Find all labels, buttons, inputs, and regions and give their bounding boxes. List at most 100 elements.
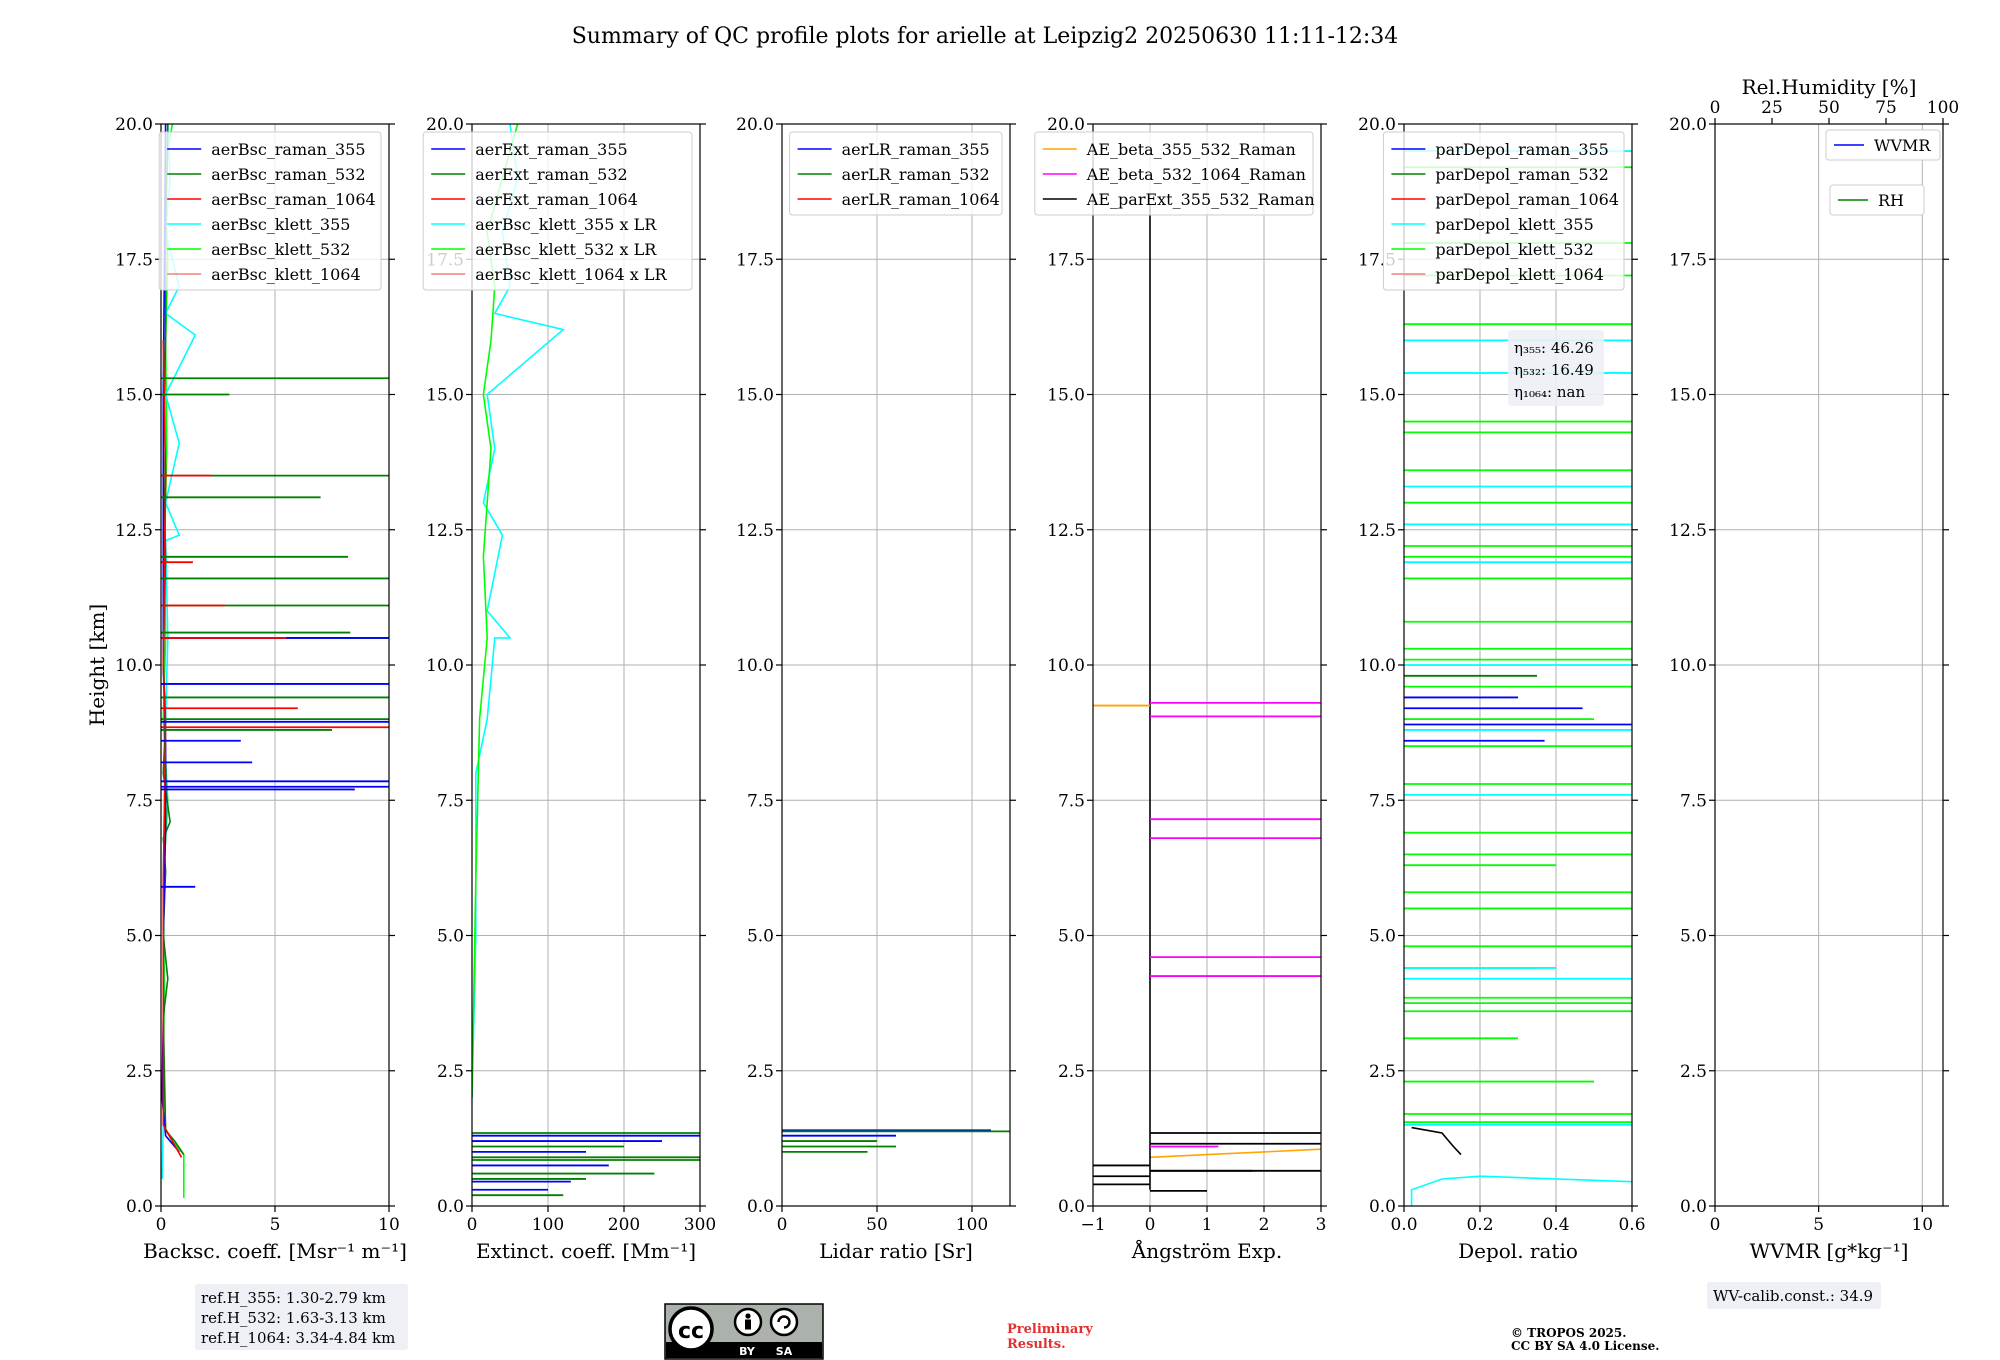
wvmr-ytick-label: 12.5 [1669, 521, 1707, 541]
wvmr-legend-box [1825, 129, 1941, 161]
wvmr-ytick-label: 17.5 [1669, 250, 1707, 270]
depol-legend: parDepol_raman_355 parDepol_raman_532 parD… [1382, 131, 1625, 291]
backscatter-ytick-label: 15.0 [115, 386, 153, 406]
depol-ytick-label: 20.0 [1358, 115, 1396, 135]
extinction-ytick-label: 5.0 [437, 927, 464, 947]
cc-logo-icon [668, 1306, 714, 1352]
lidar_ratio-legend-label: aerLR_raman_1064 [842, 190, 1000, 209]
lidar_ratio-ytick-label: 20.0 [736, 115, 774, 135]
lidar_ratio-ytick-label: 2.5 [747, 1062, 774, 1082]
angstrom-ytick-label: 10.0 [1047, 656, 1085, 676]
backscatter-ytick-label: 10.0 [115, 656, 153, 676]
backscatter-legend-label: aerBsc_raman_355 [211, 140, 365, 159]
depol-xtick-label: 0.2 [1466, 1215, 1493, 1235]
backscatter-legend-box [158, 131, 382, 291]
wv-calib-const: WV-calib.const.: 34.9 [1713, 1287, 1873, 1305]
lidar_ratio-xtick-label: 0 [777, 1215, 788, 1235]
angstrom-xlabel: Ångström Exp. [1131, 1238, 1282, 1263]
lidar_ratio-ytick-label: 5.0 [747, 927, 774, 947]
lidar_ratio-ytick-label: 7.5 [747, 791, 774, 811]
wvmr-ytick-label: 5.0 [1680, 927, 1707, 947]
wvmr-ytick-label: 10.0 [1669, 656, 1707, 676]
extinction-xtick-label: 0 [467, 1215, 478, 1235]
angstrom-ytick-label: 0.0 [1058, 1197, 1085, 1217]
depol-legend-label: parDepol_klett_355 [1435, 215, 1593, 234]
wvmr-grid [1714, 123, 1943, 1207]
extinction-xtick-label: 300 [684, 1215, 716, 1235]
depol-legend-box [1382, 131, 1625, 291]
lidar_ratio-ytick-label: 10.0 [736, 656, 774, 676]
depol-ytick-label: 12.5 [1358, 521, 1396, 541]
depol-eta-value: η₁₀₆₄: nan [1514, 383, 1585, 401]
figure-title: Summary of QC profile plots for arielle … [572, 24, 1399, 49]
angstrom-xtick-label: 3 [1316, 1215, 1327, 1235]
angstrom-legend: AE_beta_355_532_Raman AE_beta_532_1064_Ra… [1034, 131, 1315, 216]
angstrom-ytick-label: 2.5 [1058, 1062, 1085, 1082]
wvmr-legend-item: WVMR [1825, 129, 1941, 161]
extinction-ytick-label: 0.0 [437, 1197, 464, 1217]
extinction-xtick-label: 200 [608, 1215, 640, 1235]
depol-xtick-label: 0.0 [1390, 1215, 1417, 1235]
wvmr-xtick-label: 5 [1813, 1215, 1824, 1235]
lidar_ratio-legend-box [789, 131, 1003, 216]
copyright-line-1: © TROPOS 2025. [1511, 1326, 1626, 1340]
backscatter-xtick-label: 0 [156, 1215, 167, 1235]
extinction-ytick-label: 12.5 [426, 521, 464, 541]
lidar_ratio-grid [781, 123, 1010, 1207]
copyright-line-2: CC BY SA 4.0 License. [1511, 1339, 1659, 1353]
angstrom-ytick-label: 5.0 [1058, 927, 1085, 947]
by-label: BY [739, 1345, 756, 1358]
backscatter-xtick-label: 10 [378, 1215, 400, 1235]
angstrom-grid [1092, 123, 1322, 1207]
extinction-legend: aerExt_raman_355 aerExt_raman_532 aerExt_r… [422, 131, 693, 291]
panel-angstrom: 0.0 2.5 5.0 7.5 10.0 12.5 15.0 17.5 20.0 −1 0 1 2 3 Ån… [1034, 115, 1327, 1263]
lidar_ratio-legend: aerLR_raman_355 aerLR_raman_532 aerLR_rama… [789, 131, 1003, 216]
extinction-ytick-label: 20.0 [426, 115, 464, 135]
extinction-legend-label: aerExt_raman_532 [475, 165, 628, 184]
backscatter-legend-label: aerBsc_klett_1064 [211, 265, 360, 284]
depol-eta-value: η₅₃₂: 16.49 [1514, 361, 1594, 379]
backscatter-legend-label: aerBsc_klett_532 [211, 240, 350, 259]
panel-extinction: 0.02.55.07.510.012.515.017.520.001002003… [422, 115, 716, 1263]
panel-backscatter: 0.0 2.5 5.0 7.5 10.0 12.5 15.0 17.5 20.0 0 5 10 Back… [85, 115, 407, 1263]
wvmr-xtick-label: 10 [1911, 1215, 1933, 1235]
depol-ytick-label: 2.5 [1369, 1062, 1396, 1082]
lidar_ratio-xtick-label: 100 [956, 1215, 988, 1235]
angstrom-ytick-label: 20.0 [1047, 115, 1085, 135]
extinction-legend-label: aerBsc_klett_532 x LR [475, 240, 657, 259]
backscatter-legend-label: aerBsc_raman_1064 [211, 190, 376, 209]
backscatter-xtick-label: 5 [270, 1215, 281, 1235]
backscatter-legend-label: aerBsc_klett_355 [211, 215, 350, 234]
lidar_ratio-legend-label: aerLR_raman_355 [842, 140, 990, 159]
depol-ytick-label: 0.0 [1369, 1197, 1396, 1217]
extinction-ytick-label: 10.0 [426, 656, 464, 676]
depol-series-line [1411, 1126, 1462, 1156]
wvmr-ytick-label: 0.0 [1680, 1197, 1707, 1217]
lidar_ratio-ytick-label: 0.0 [747, 1197, 774, 1217]
lidar_ratio-xlabel: Lidar ratio [Sr] [819, 1239, 973, 1263]
backscatter-legend-label: aerBsc_raman_532 [211, 165, 365, 184]
extinction-legend-label: aerExt_raman_355 [475, 140, 628, 159]
depol-ytick-label: 10.0 [1358, 656, 1396, 676]
depol-legend-label: parDepol_klett_1064 [1435, 265, 1604, 284]
angstrom-xtick-label: 0 [1145, 1215, 1156, 1235]
extinction-plot-area [472, 124, 700, 1197]
depol-plot-area [1404, 150, 1632, 1206]
panel-depol: 0.02.55.07.510.012.515.017.520.00.0 0.2 0.… [1358, 115, 1645, 1263]
backscatter-xlabel: Backsc. coeff. [Msr⁻¹ m⁻¹] [143, 1239, 407, 1263]
depol-xtick-label: 0.6 [1618, 1215, 1645, 1235]
lidar_ratio-xtick-label: 50 [866, 1215, 888, 1235]
backscatter-ytick-label: 17.5 [115, 250, 153, 270]
panel-lidar_ratio: 0.0 2.5 5.0 7.5 10.0 12.5 15.0 17.5 20.0 0 50 100 Li… [736, 115, 1016, 1263]
ref-height-box-bg [195, 1284, 408, 1350]
wvmr-ytick-label: 15.0 [1669, 386, 1707, 406]
wvmr-ytick-label: 7.5 [1680, 791, 1707, 811]
sa-icon-arrow [777, 1315, 791, 1329]
extinction-legend-label: aerExt_raman_1064 [475, 190, 638, 209]
angstrom-legend-box [1034, 131, 1314, 216]
angstrom-ytick-label: 12.5 [1047, 521, 1085, 541]
wvmr-top-xtick-label: 100 [1927, 98, 1959, 118]
lidar_ratio-ytick-label: 12.5 [736, 521, 774, 541]
backscatter-ylabel: Height [km] [85, 604, 109, 726]
